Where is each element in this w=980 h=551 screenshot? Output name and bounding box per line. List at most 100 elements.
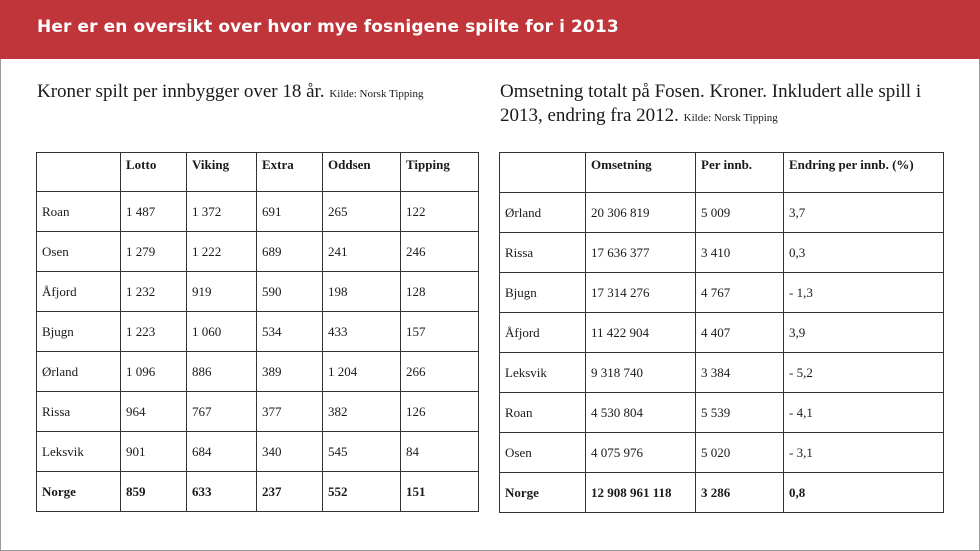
- banner-title: Her er en oversikt over hvor mye fosnige…: [37, 17, 619, 37]
- turnover-column-header: [499, 152, 586, 193]
- turnover-cell: 0,8: [783, 472, 944, 513]
- per-capita-cell: 767: [186, 391, 257, 432]
- per-capita-cell: 964: [120, 391, 187, 432]
- turnover-row-label: Bjugn: [499, 272, 586, 313]
- title-banner: Her er en oversikt over hvor mye fosnige…: [0, 0, 980, 59]
- turnover-row-label: Åfjord: [499, 312, 586, 353]
- turnover-table-row: Bjugn 17 314 276 4 767- 1,3: [499, 272, 944, 313]
- turnover-table-row: Osen 4 075 976 5 020- 3,1: [499, 432, 944, 473]
- per-capita-cell: 266: [400, 351, 479, 392]
- per-capita-cell: 84: [400, 431, 479, 472]
- turnover-row-label: Norge: [499, 472, 586, 513]
- left-source-note: Kilde: Norsk Tipping: [329, 88, 424, 100]
- per-capita-column-header: [36, 152, 121, 192]
- turnover-table-row: Norge 12 908 961 118 3 286 0,8: [499, 472, 944, 513]
- per-capita-cell: 1 223: [120, 311, 187, 352]
- per-capita-cell: 122: [400, 191, 479, 232]
- turnover-cell: - 5,2: [783, 352, 944, 393]
- per-capita-cell: 241: [322, 231, 401, 272]
- per-capita-cell: 545: [322, 431, 401, 472]
- right-source-note: Kilde: Norsk Tipping: [683, 112, 778, 124]
- per-capita-table-row: Norge 859 633 237 552 151: [36, 471, 479, 512]
- per-capita-table-row: Osen 1 279 1 222 689 241 246: [36, 231, 479, 272]
- per-capita-cell: 534: [256, 311, 323, 352]
- per-capita-column-header: Viking: [186, 152, 257, 192]
- per-capita-row-label: Ørland: [36, 351, 121, 392]
- per-capita-cell: 340: [256, 431, 323, 472]
- per-capita-table-row: Leksvik 901 684 340 545 84: [36, 431, 479, 472]
- turnover-cell: - 3,1: [783, 432, 944, 473]
- per-capita-cell: 633: [186, 471, 257, 512]
- turnover-cell: 5 539: [695, 392, 784, 433]
- per-capita-row-label: Rissa: [36, 391, 121, 432]
- turnover-cell: 17 636 377: [585, 232, 696, 273]
- left-heading: Kroner spilt per innbygger over 18 år. K…: [37, 80, 477, 106]
- turnover-table: Omsetning Per innb. Endring per innb. (%) Ø…: [499, 152, 944, 513]
- turnover-cell: 5 020: [695, 432, 784, 473]
- per-capita-column-header: Extra: [256, 152, 323, 192]
- turnover-cell: - 1,3: [783, 272, 944, 313]
- turnover-cell: 9 318 740: [585, 352, 696, 393]
- turnover-cell: 17 314 276: [585, 272, 696, 313]
- turnover-cell: 5 009: [695, 192, 784, 233]
- per-capita-cell: 377: [256, 391, 323, 432]
- per-capita-cell: 128: [400, 271, 479, 312]
- turnover-column-header: Endring per innb. (%): [783, 152, 944, 193]
- right-heading-text: Omsetning totalt på Fosen. Kroner. Inklu…: [500, 81, 922, 126]
- per-capita-row-label: Bjugn: [36, 311, 121, 352]
- per-capita-cell: 1 204: [322, 351, 401, 392]
- per-capita-cell: 237: [256, 471, 323, 512]
- turnover-header-row: Omsetning Per innb. Endring per innb. (%): [499, 152, 944, 193]
- turnover-cell: 3 286: [695, 472, 784, 513]
- per-capita-table-row: Roan 1 487 1 372 691 265 122: [36, 191, 479, 232]
- per-capita-cell: 265: [322, 191, 401, 232]
- turnover-cell: 3,9: [783, 312, 944, 353]
- per-capita-cell: 1 487: [120, 191, 187, 232]
- per-capita-cell: 1 232: [120, 271, 187, 312]
- turnover-table-row: Roan 4 530 804 5 539- 4,1: [499, 392, 944, 433]
- per-capita-cell: 433: [322, 311, 401, 352]
- turnover-row-label: Rissa: [499, 232, 586, 273]
- turnover-column-header: Omsetning: [585, 152, 696, 193]
- per-capita-cell: 859: [120, 471, 187, 512]
- turnover-table-row: Leksvik 9 318 740 3 384- 5,2: [499, 352, 944, 393]
- per-capita-cell: 684: [186, 431, 257, 472]
- turnover-row-label: Roan: [499, 392, 586, 433]
- per-capita-column-header: Tipping: [400, 152, 479, 192]
- per-capita-row-label: Åfjord: [36, 271, 121, 312]
- right-heading: Omsetning totalt på Fosen. Kroner. Inklu…: [500, 80, 940, 130]
- turnover-cell: 3,7: [783, 192, 944, 233]
- turnover-row-label: Leksvik: [499, 352, 586, 393]
- per-capita-table-row: Ørland 1 096 886 389 1 204 266: [36, 351, 479, 392]
- per-capita-cell: 1 060: [186, 311, 257, 352]
- per-capita-cell: 886: [186, 351, 257, 392]
- turnover-cell: 4 767: [695, 272, 784, 313]
- turnover-cell: 0,3: [783, 232, 944, 273]
- per-capita-cell: 382: [322, 391, 401, 432]
- turnover-table-row: Rissa 17 636 377 3 410 0,3: [499, 232, 944, 273]
- per-capita-cell: 552: [322, 471, 401, 512]
- per-capita-cell: 691: [256, 191, 323, 232]
- per-capita-cell: 126: [400, 391, 479, 432]
- turnover-column-header: Per innb.: [695, 152, 784, 193]
- turnover-table-row: Ørland 20 306 819 5 009 3,7: [499, 192, 944, 233]
- per-capita-row-label: Osen: [36, 231, 121, 272]
- per-capita-header-row: Lotto Viking Extra Oddsen Tipping: [36, 152, 479, 192]
- per-capita-row-label: Roan: [36, 191, 121, 232]
- per-capita-cell: 1 222: [186, 231, 257, 272]
- per-capita-column-header: Oddsen: [322, 152, 401, 192]
- per-capita-cell: 689: [256, 231, 323, 272]
- turnover-cell: 3 410: [695, 232, 784, 273]
- per-capita-cell: 590: [256, 271, 323, 312]
- per-capita-cell: 1 279: [120, 231, 187, 272]
- per-capita-cell: 157: [400, 311, 479, 352]
- turnover-cell: 4 530 804: [585, 392, 696, 433]
- per-capita-table-row: Åfjord 1 232 919 590 198 128: [36, 271, 479, 312]
- per-capita-cell: 1 372: [186, 191, 257, 232]
- turnover-cell: 12 908 961 118: [585, 472, 696, 513]
- per-capita-table-row: Bjugn 1 223 1 060 534 433 157: [36, 311, 479, 352]
- per-capita-cell: 151: [400, 471, 479, 512]
- turnover-cell: - 4,1: [783, 392, 944, 433]
- per-capita-table: Lotto Viking Extra Oddsen Tipping Roan 1 487 1 …: [36, 152, 479, 512]
- turnover-row-label: Ørland: [499, 192, 586, 233]
